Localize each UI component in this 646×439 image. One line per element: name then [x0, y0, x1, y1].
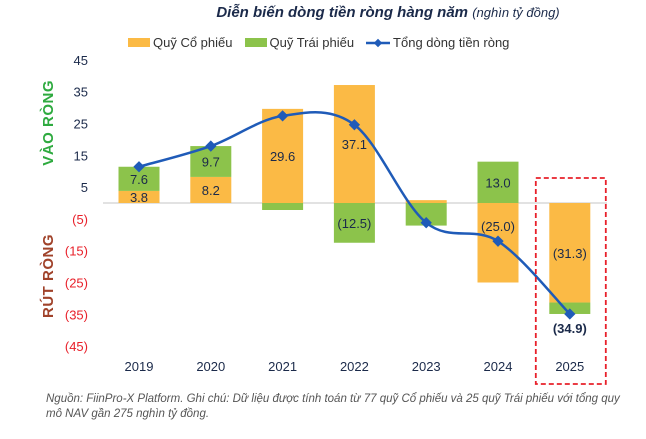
total-point-2019: [133, 161, 145, 173]
y-tick-label: 35: [74, 85, 88, 100]
title-unit: (nghìn tỷ đồng): [472, 5, 560, 20]
data-label: 9.7: [202, 155, 220, 170]
legend: Quỹ Cổ phiếu Quỹ Trái phiếu Tổng dòng ti…: [128, 35, 509, 50]
y-tick-label: (45): [65, 339, 88, 354]
legend-item-total: Tổng dòng tiền ròng: [366, 35, 509, 50]
y-tick-label: 15: [74, 148, 88, 163]
y-tick-label: 45: [74, 53, 88, 68]
bar-bond-2024: [477, 161, 519, 203]
x-tick-label: 2022: [340, 359, 369, 374]
bar-bond-2022: [333, 203, 375, 243]
total-point-2020: [205, 140, 217, 152]
highlight-box-2025: [534, 177, 607, 385]
bar-bond-2025: [549, 302, 591, 314]
chart-title: Diễn biến dòng tiền ròng hàng năm (nghìn…: [0, 4, 646, 21]
bar-equity-2019: [118, 190, 160, 203]
data-label: (31.3): [553, 246, 587, 261]
x-tick-label: 2023: [412, 359, 441, 374]
bar-equity-2021: [262, 108, 304, 203]
x-tick-label: 2019: [125, 359, 154, 374]
x-tick-label: 2024: [484, 359, 513, 374]
y-tick-label: (25): [65, 276, 88, 291]
y-tick-label: (15): [65, 244, 88, 259]
bar-equity-2022: [333, 85, 375, 203]
bar-equity-2025: [549, 203, 591, 303]
data-label: 8.2: [202, 183, 220, 198]
total-label: (34.9): [553, 321, 587, 336]
bar-equity-2020: [190, 176, 232, 203]
legend-label: Tổng dòng tiền ròng: [393, 35, 510, 50]
data-label: 13.0: [485, 175, 510, 190]
total-point-2023: [420, 217, 432, 229]
legend-label: Quỹ Cổ phiếu: [153, 35, 233, 50]
legend-label: Quỹ Trái phiếu: [269, 35, 355, 50]
title-text: Diễn biến dòng tiền ròng hàng năm: [216, 4, 469, 21]
bar-bond-2023: [405, 203, 447, 226]
legend-item-bond: Quỹ Trái phiếu: [244, 35, 355, 50]
y-tick-label: (5): [72, 212, 88, 227]
data-label: (12.5): [337, 216, 371, 231]
x-tick-label: 2020: [196, 359, 225, 374]
y-tick-label: 5: [81, 180, 88, 195]
data-label: (25.0): [481, 219, 515, 234]
total-point-2024: [492, 235, 504, 247]
x-tick-label: 2021: [268, 359, 297, 374]
legend-item-equity: Quỹ Cổ phiếu: [128, 35, 233, 50]
data-label: 37.1: [342, 137, 367, 152]
total-point-2025: [564, 308, 576, 320]
y-tick-label: 25: [74, 117, 88, 132]
data-label: 7.6: [130, 172, 148, 187]
x-tick-label: 2025: [555, 359, 584, 374]
source-note: Nguồn: FiinPro-X Platform. Ghi chú: Dữ l…: [46, 393, 620, 420]
y-tick-label: (35): [65, 307, 88, 322]
bar-equity-2023: [405, 200, 447, 203]
data-label: 3.8: [130, 190, 148, 205]
data-label: 29.6: [270, 149, 295, 164]
bar-bond-2021: [262, 203, 304, 210]
